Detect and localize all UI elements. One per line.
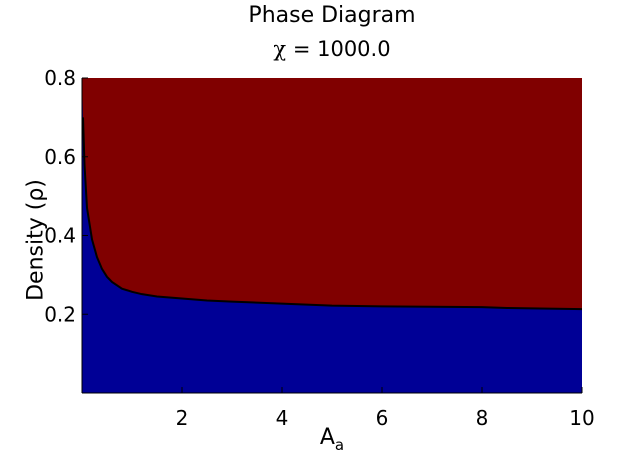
lower-phase-region <box>82 78 582 393</box>
phase-boundary-line <box>82 117 583 311</box>
y-tick-label: 0.2 <box>44 302 76 326</box>
y-tick-label: 0.6 <box>44 145 76 169</box>
y-axis-label: Density (ρ) <box>23 179 49 301</box>
x-tick-label: 2 <box>176 406 189 430</box>
y-tick-label: 0.8 <box>44 66 76 90</box>
chi-value: = 1000.0 <box>292 37 391 61</box>
chart-subtitle: χ = 1000.0 <box>82 36 582 62</box>
x-axis-label-main: A <box>319 425 335 450</box>
x-tick-label: 8 <box>476 406 489 430</box>
y-tick-label: 0.4 <box>44 224 76 248</box>
chart-title: Phase Diagram <box>248 3 416 28</box>
x-tick-label: 6 <box>376 406 389 430</box>
chi-symbol: χ <box>273 37 287 61</box>
x-tick-label: 4 <box>276 406 289 430</box>
x-axis-label: Aa <box>320 425 344 454</box>
x-tick-label: 10 <box>569 406 594 430</box>
x-axis-label-subscript: a <box>334 436 345 454</box>
